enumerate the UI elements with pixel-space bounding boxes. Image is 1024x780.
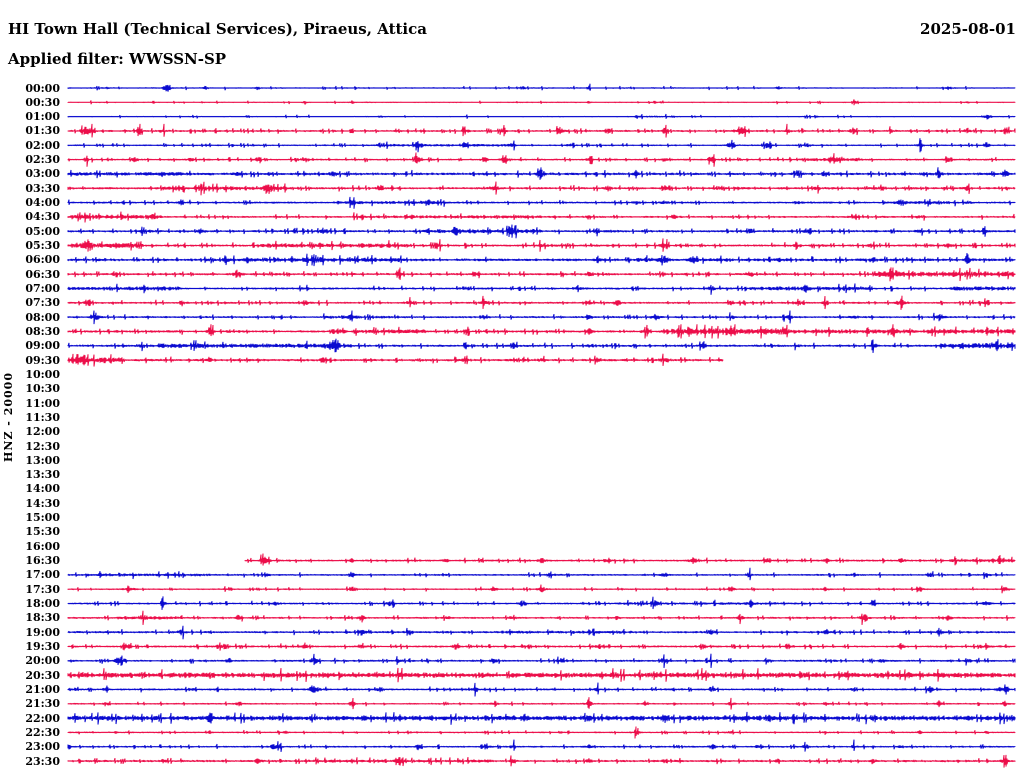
seismogram-trace-18-00 [67, 596, 1016, 610]
time-label: 09:30 [25, 353, 60, 367]
seismogram-trace-21-00 [67, 682, 1016, 697]
time-label: 01:30 [25, 124, 60, 138]
seismogram-trace-01-30 [67, 123, 1016, 138]
time-label: 23:30 [25, 754, 60, 768]
time-label: 00:30 [25, 95, 60, 109]
seismogram-trace-23-00 [67, 739, 1016, 752]
time-label: 11:00 [25, 396, 60, 410]
time-label: 07:00 [25, 281, 60, 295]
time-label: 15:30 [25, 525, 60, 539]
seismogram-trace-09-30 [67, 353, 724, 367]
time-label: 14:30 [25, 496, 60, 510]
time-label: 17:00 [25, 568, 60, 582]
time-label: 19:00 [25, 625, 60, 639]
time-label: 21:30 [25, 697, 60, 711]
seismogram-trace-02-30 [67, 152, 1016, 167]
time-label: 04:30 [25, 210, 60, 224]
time-label: 08:00 [25, 310, 60, 324]
seismogram-trace-03-30 [67, 181, 1016, 196]
time-label: 13:30 [25, 468, 60, 482]
time-label: 11:30 [25, 410, 60, 424]
time-label: 14:00 [25, 482, 60, 496]
time-label: 16:30 [25, 554, 60, 568]
time-label: 02:00 [25, 138, 60, 152]
time-label: 06:00 [25, 253, 60, 267]
seismogram-trace-00-30 [67, 99, 1016, 106]
time-label: 09:00 [25, 339, 60, 353]
time-label: 01:00 [25, 110, 60, 124]
time-label: 03:00 [25, 167, 60, 181]
seismogram-trace-08-00 [67, 310, 1016, 325]
seismogram-trace-04-30 [67, 211, 1016, 223]
time-label: 17:30 [25, 582, 60, 596]
time-label: 20:30 [25, 668, 60, 682]
time-label: 03:30 [25, 181, 60, 195]
seismogram-trace-06-30 [67, 267, 1016, 282]
seismogram-trace-04-00 [67, 196, 1016, 209]
time-label: 04:00 [25, 196, 60, 210]
seismogram-trace-00-00 [67, 83, 1016, 92]
seismogram-trace-17-30 [67, 584, 1016, 594]
time-label: 21:00 [25, 682, 60, 696]
time-label: 12:30 [25, 439, 60, 453]
time-label: 22:30 [25, 725, 60, 739]
seismogram-trace-21-30 [67, 697, 1016, 710]
time-label: 10:00 [25, 367, 60, 381]
applied-filter-label: Applied filter: WWSSN-SP [8, 50, 227, 68]
seismogram-trace-20-00 [67, 653, 1016, 668]
station-title: HI Town Hall (Technical Services), Pirae… [8, 20, 427, 38]
seismogram-trace-03-00 [67, 167, 1016, 180]
time-label: 10:30 [25, 382, 60, 396]
seismogram-trace-19-30 [67, 642, 1016, 651]
seismogram-trace-08-30 [67, 324, 1016, 339]
time-label: 18:30 [25, 611, 60, 625]
seismogram-trace-22-30 [67, 726, 1016, 739]
seismogram-trace-16-30 [244, 553, 1016, 566]
seismogram-trace-05-30 [67, 238, 1016, 252]
time-label: 15:00 [25, 511, 60, 525]
time-label: 18:00 [25, 597, 60, 611]
time-label: 13:00 [25, 453, 60, 467]
seismogram-trace-22-00 [67, 711, 1016, 725]
time-label: 23:00 [25, 740, 60, 754]
seismogram-trace-07-00 [67, 283, 1016, 295]
time-label: 20:00 [25, 654, 60, 668]
seismogram-trace-05-00 [67, 224, 1016, 239]
seismogram-trace-02-00 [67, 138, 1016, 153]
time-label: 05:30 [25, 239, 60, 253]
seismogram-trace-07-30 [67, 295, 1016, 310]
time-label: 07:30 [25, 296, 60, 310]
seismogram-trace-06-00 [67, 252, 1016, 267]
seismogram-trace-17-00 [67, 567, 1016, 581]
record-date: 2025-08-01 [920, 20, 1016, 38]
seismogram-trace-20-30 [67, 667, 1016, 683]
seismogram-trace-18-30 [67, 610, 1016, 625]
time-label: 12:00 [25, 425, 60, 439]
time-label: 00:00 [25, 81, 60, 95]
seismogram-trace-01-00 [67, 113, 1016, 120]
time-label: 05:00 [25, 224, 60, 238]
seismogram-trace-09-00 [67, 338, 1016, 353]
time-label: 06:30 [25, 267, 60, 281]
seismogram-trace-23-30 [67, 754, 1016, 768]
time-label: 02:30 [25, 153, 60, 167]
time-label: 08:30 [25, 324, 60, 338]
time-label: 16:00 [25, 539, 60, 553]
time-label: 19:30 [25, 639, 60, 653]
seismogram-trace-19-00 [67, 625, 1016, 640]
time-label: 22:00 [25, 711, 60, 725]
